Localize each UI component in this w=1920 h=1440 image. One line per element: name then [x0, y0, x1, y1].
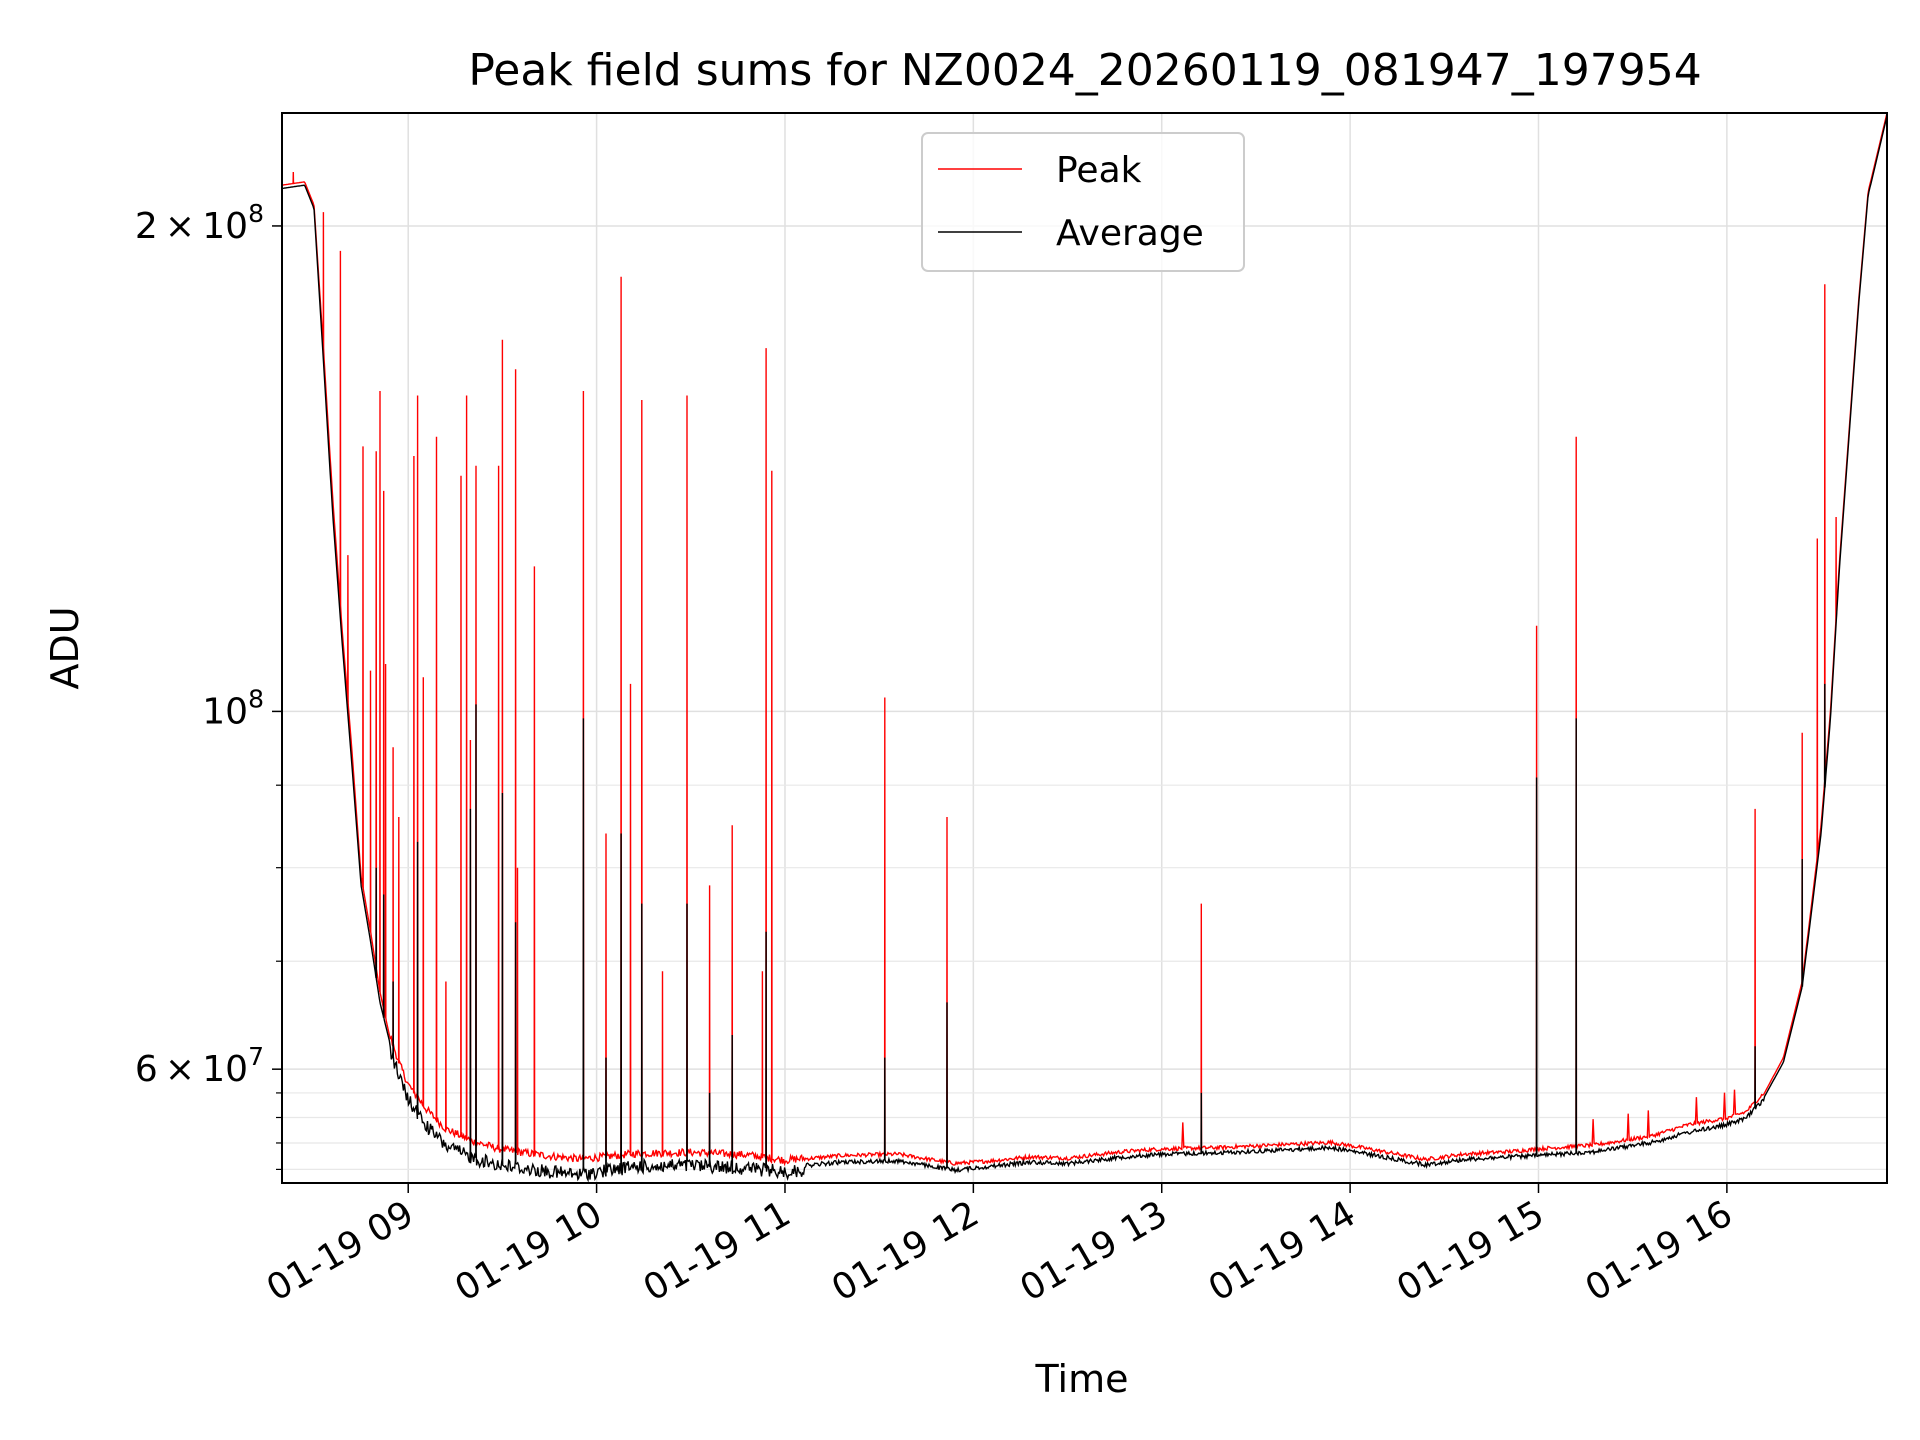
y-axis-ticks: 6 × 107 108 2 × 108 [135, 199, 282, 1171]
plot-area-frame [281, 112, 1888, 1184]
series-layer [282, 113, 1887, 1183]
y-tick-label: 108 [202, 684, 264, 732]
x-axis-label: Time [1035, 1357, 1129, 1401]
legend-box [921, 132, 1245, 272]
average-series-line [282, 115, 1887, 1183]
legend-average-label: Average [1056, 213, 1204, 254]
y-axis-label: ADU [43, 606, 87, 689]
peak-series-line [282, 113, 1887, 1167]
y-tick-label: 2 × 108 [135, 199, 264, 247]
legend-peak-label: Peak [1056, 150, 1142, 191]
y-tick-label: 6 × 107 [135, 1042, 264, 1090]
chart-title: Peak field sums for NZ0024_20260119_0819… [468, 45, 1701, 96]
legend: Peak Average [921, 132, 1245, 272]
